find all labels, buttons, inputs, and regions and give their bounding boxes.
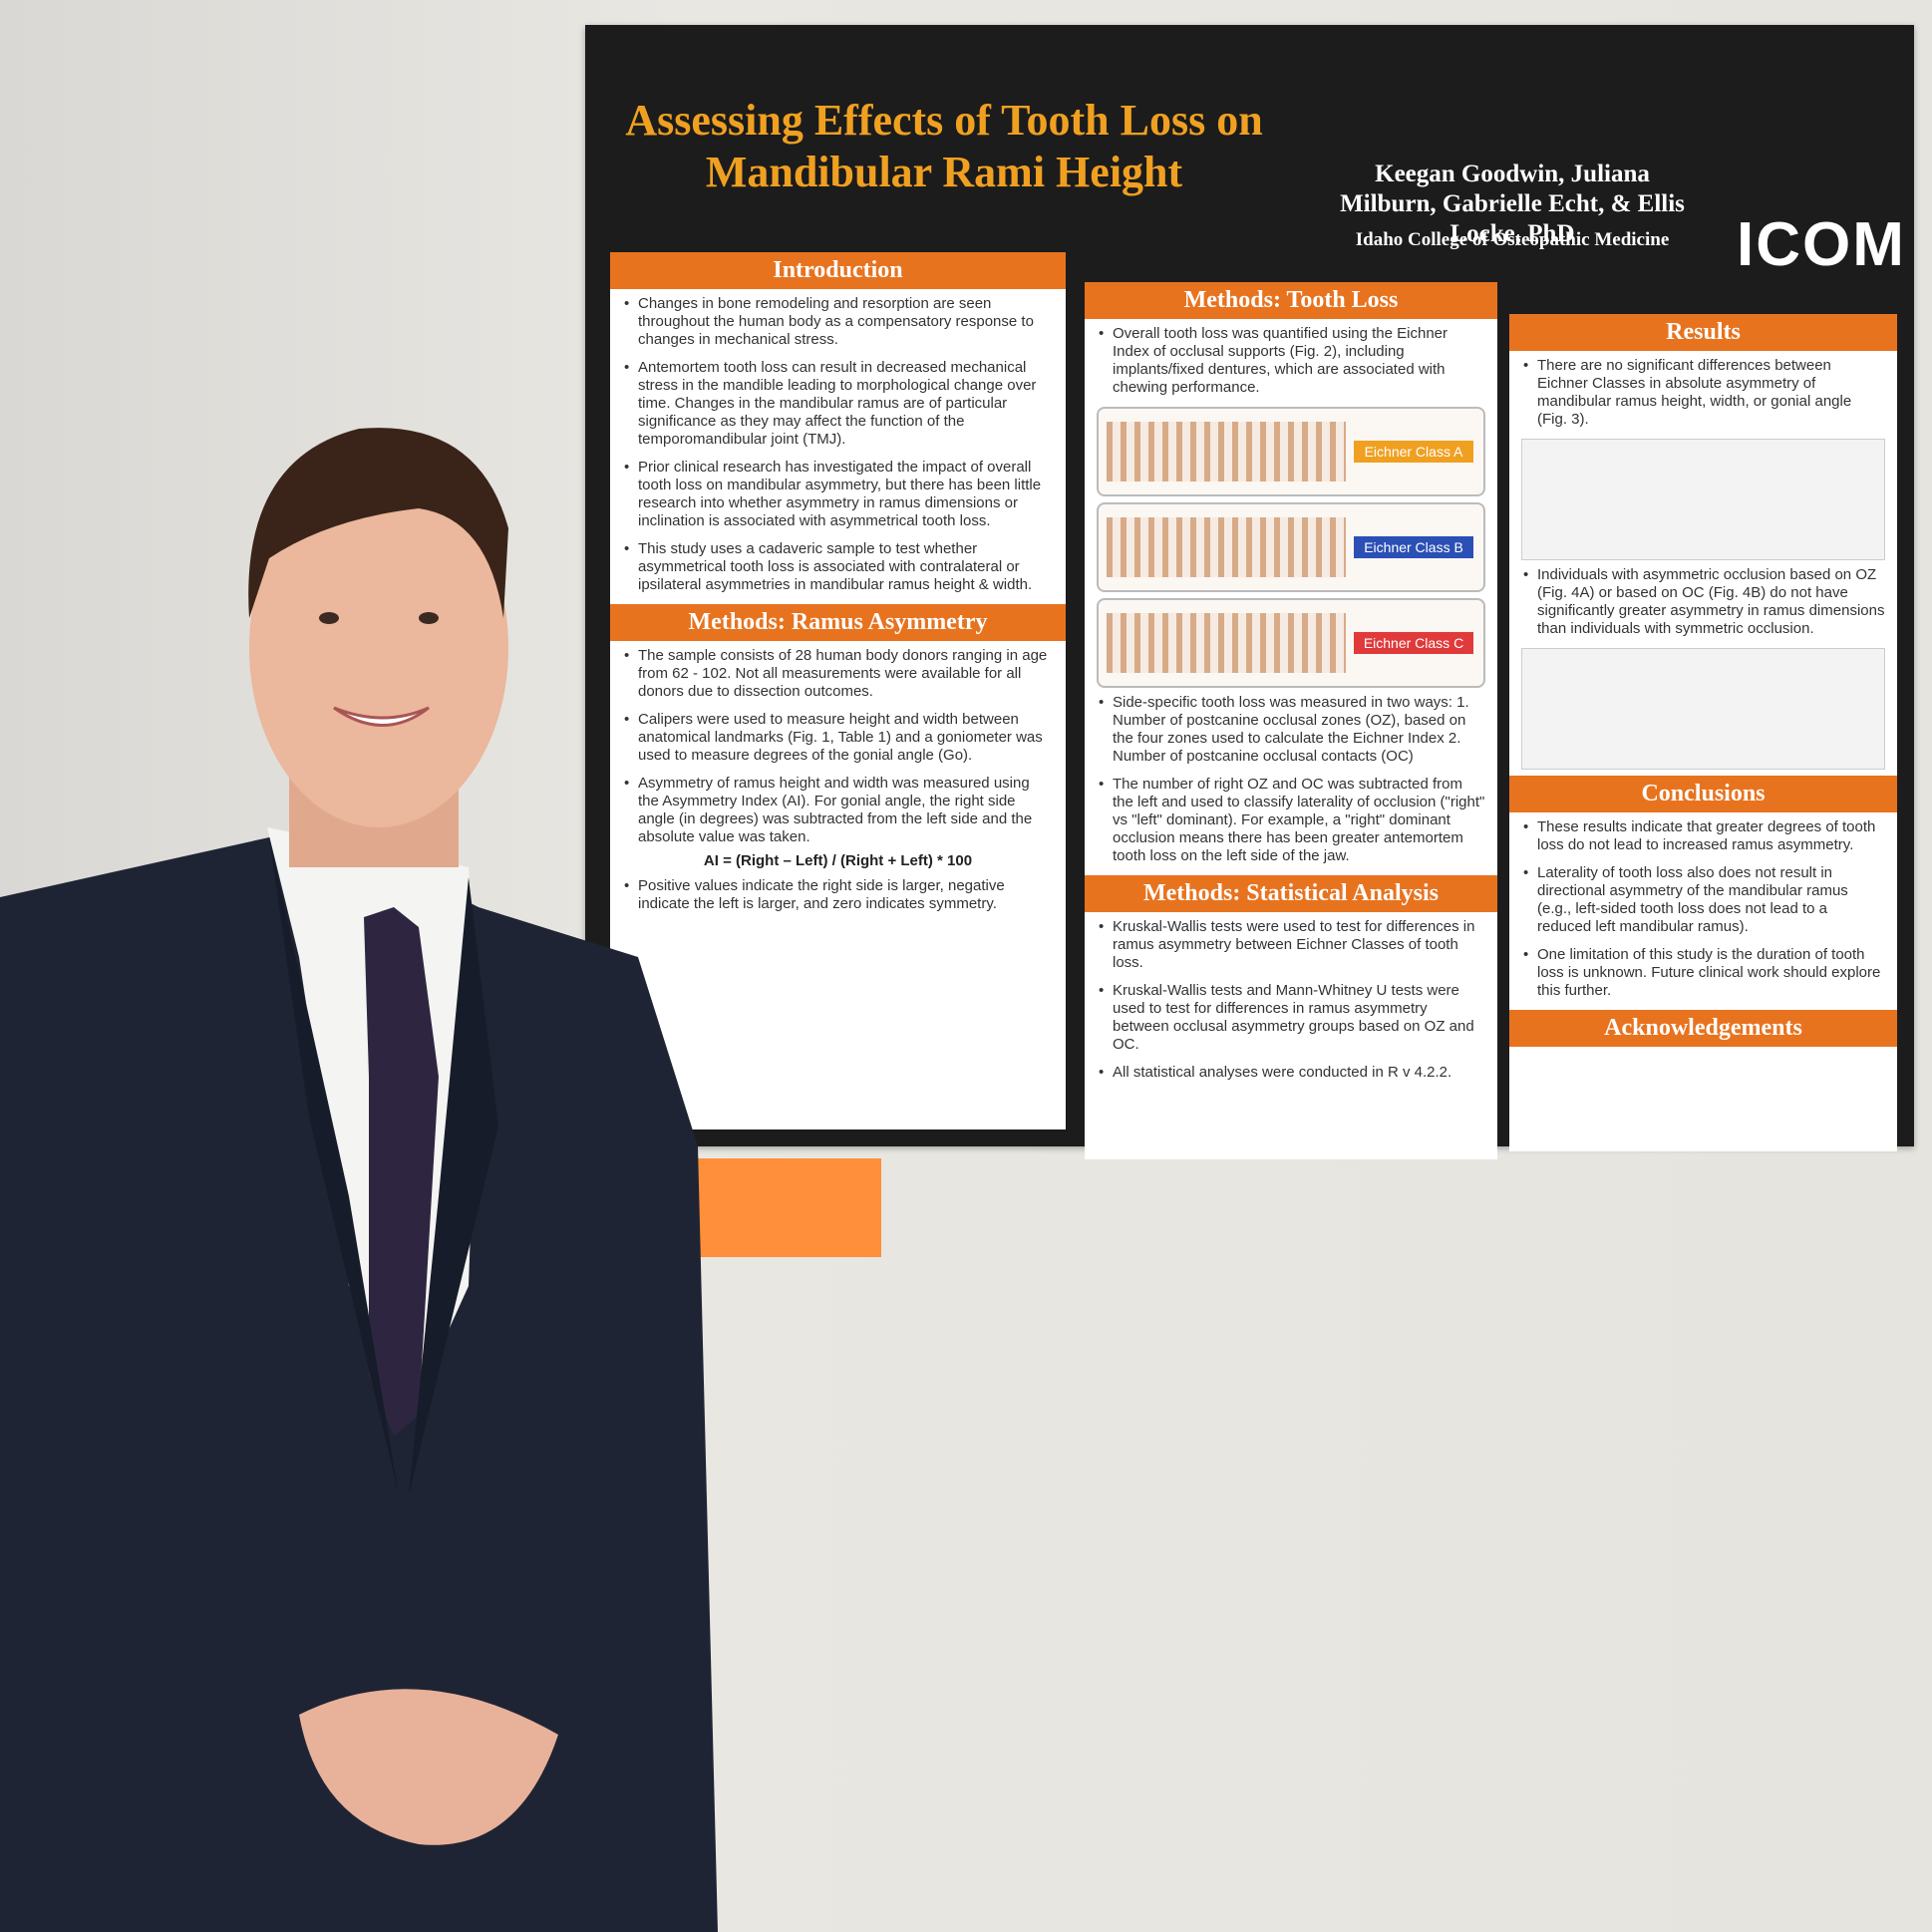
boxplot-figure: [1521, 439, 1885, 560]
name-tag: [696, 1158, 881, 1257]
bullet: One limitation of this study is the dura…: [1523, 946, 1885, 1000]
eichner-figure: Eichner Class A: [1097, 407, 1485, 496]
column: Methods: Tooth Loss Overall tooth loss wa…: [1085, 282, 1497, 1159]
teeth-image: [1107, 517, 1346, 577]
bullet: Side-specific tooth loss was measured in…: [1099, 694, 1485, 766]
bullet: Kruskal-Wallis tests were used to test f…: [1099, 918, 1485, 972]
bullet: Laterality of tooth loss also does not r…: [1523, 864, 1885, 936]
bullet: Antemortem tooth loss can result in decr…: [624, 359, 1054, 449]
section-heading: Methods: Tooth Loss: [1085, 282, 1497, 319]
section-heading: Acknowledgements: [1509, 1010, 1897, 1047]
poster-header: Assessing Effects of Tooth Loss on Mandi…: [585, 25, 1914, 279]
section-heading: Results: [1509, 314, 1897, 351]
section-heading: Methods: Statistical Analysis: [1085, 875, 1497, 912]
eichner-figure: Eichner Class B: [1097, 502, 1485, 592]
poster-title: Assessing Effects of Tooth Loss on Mandi…: [625, 96, 1263, 196]
section-heading: Conclusions: [1509, 776, 1897, 812]
bullet: All statistical analyses were conducted …: [1099, 1064, 1485, 1082]
bullet: Kruskal-Wallis tests and Mann-Whitney U …: [1099, 982, 1485, 1054]
column: Introduction Changes in bone remodeling a…: [610, 252, 1066, 1129]
eichner-label: Eichner Class C: [1354, 632, 1473, 654]
teeth-image: [1107, 613, 1346, 673]
logo: ICOM: [1737, 210, 1906, 279]
column: Results There are no significant differen…: [1509, 314, 1897, 1151]
poster-institution: Idaho College of Osteopathic Medicine: [1355, 229, 1670, 250]
bullet: Prior clinical research has investigated…: [624, 459, 1054, 530]
bullet: Positive values indicate the right side …: [624, 877, 1054, 913]
bullet: Changes in bone remodeling and resorptio…: [624, 295, 1054, 349]
bullet: The number of right OZ and OC was subtra…: [1099, 776, 1485, 865]
bullet: The sample consists of 28 human body don…: [624, 647, 1054, 701]
bullet: Individuals with asymmetric occlusion ba…: [1523, 566, 1885, 638]
bullet: This study uses a cadaveric sample to te…: [624, 540, 1054, 594]
formula: AI = (Right – Left) / (Right + Left) * 1…: [703, 852, 973, 869]
boxplot-figure: [1521, 648, 1885, 770]
eichner-label: Eichner Class B: [1354, 536, 1473, 558]
teeth-image: [1107, 422, 1346, 482]
poster-authors: Keegan Goodwin, Juliana Milburn, Gabriel…: [1340, 161, 1685, 247]
bullet: Asymmetry of ramus height and width was …: [624, 775, 1054, 846]
bullet: There are no significant differences bet…: [1523, 357, 1885, 429]
eichner-figure: Eichner Class C: [1097, 598, 1485, 688]
bullet: These results indicate that greater degr…: [1523, 818, 1885, 854]
section-heading: Introduction: [610, 252, 1066, 289]
bullet: Overall tooth loss was quantified using …: [1099, 325, 1485, 397]
poster: Assessing Effects of Tooth Loss on Mandi…: [585, 25, 1914, 1159]
bullet: Calipers were used to measure height and…: [624, 711, 1054, 765]
section-heading: Methods: Ramus Asymmetry: [610, 604, 1066, 641]
eichner-label: Eichner Class A: [1354, 441, 1473, 463]
